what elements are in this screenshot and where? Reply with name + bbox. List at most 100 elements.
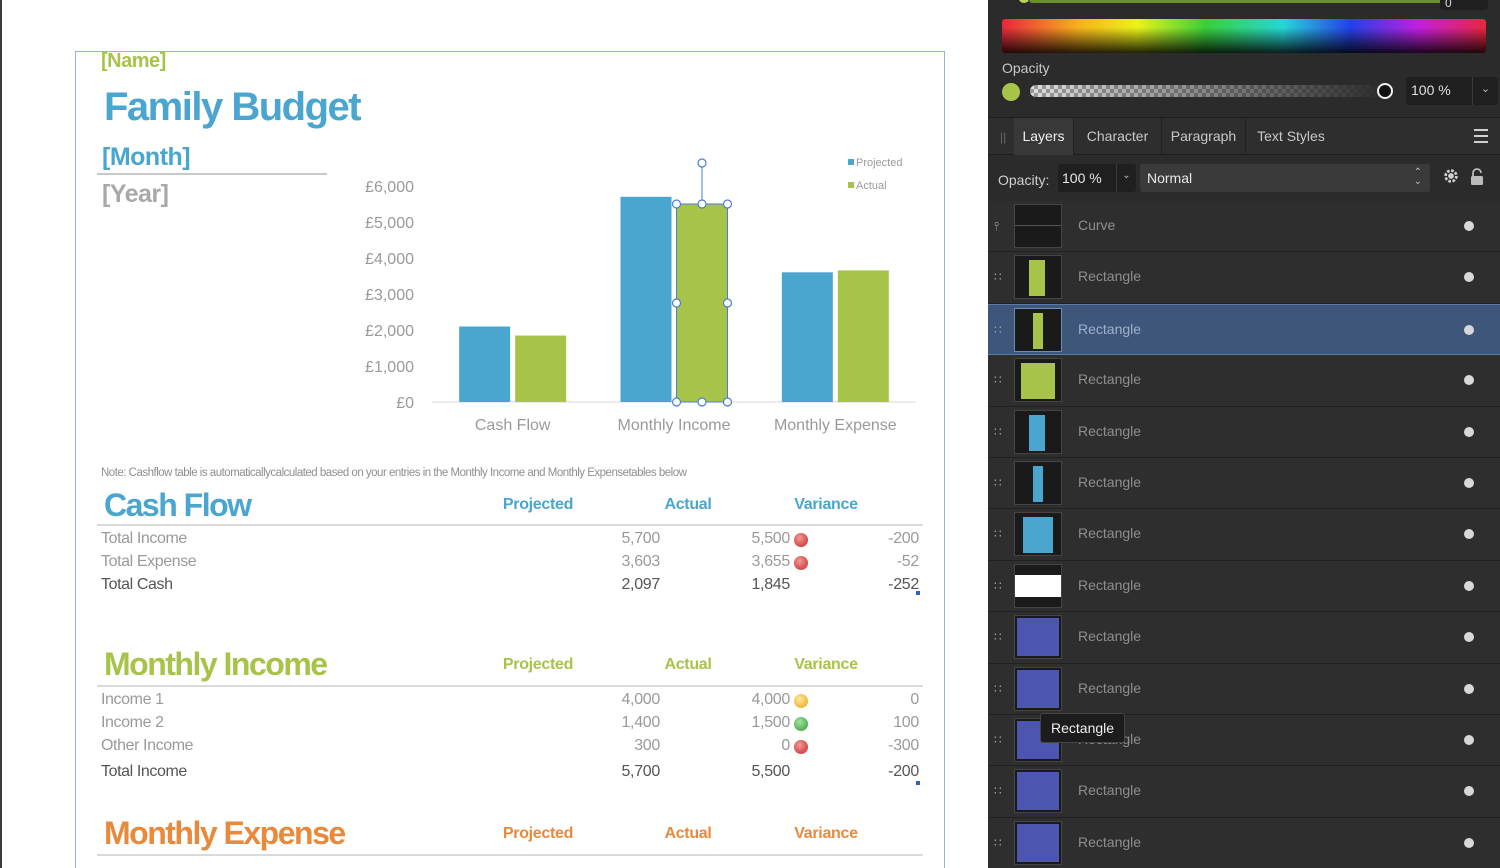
- layer-name[interactable]: Rectangle: [1078, 628, 1142, 645]
- y-tick-label: £0: [396, 395, 414, 412]
- bar-actual: [676, 204, 728, 402]
- monthly-expense-divider: [97, 854, 923, 856]
- cell-actual: 1,845: [751, 576, 790, 593]
- grip-icon[interactable]: ||: [1000, 130, 1007, 144]
- year-placeholder[interactable]: [Year]: [102, 180, 169, 208]
- visibility-toggle[interactable]: [1464, 580, 1474, 591]
- row-label: Income 2: [101, 714, 164, 731]
- layer-row[interactable]: ∷ Rectangle: [988, 560, 1500, 613]
- row-label: Other Income: [101, 737, 194, 754]
- layer-row[interactable]: ∷ Rectangle: [988, 509, 1500, 561]
- fill-color-swatch[interactable]: [1002, 83, 1020, 101]
- bar-projected: [459, 326, 511, 402]
- visibility-toggle[interactable]: [1464, 529, 1474, 540]
- budget-bar-chart[interactable]: £0 £1,000 £2,000 £3,000 £4,000 £5,000 £6,000 Ca…: [352, 150, 932, 455]
- layer-name[interactable]: Rectangle: [1078, 525, 1142, 542]
- shape-icon: ∷: [994, 784, 1002, 799]
- color-slider[interactable]: [1028, 0, 1448, 3]
- chevron-down-icon[interactable]: ⌄: [1116, 164, 1136, 192]
- color-slider-knob[interactable]: [1018, 0, 1030, 4]
- cell-projected: 4,000: [621, 691, 660, 708]
- shape-icon: ∷: [994, 630, 1002, 645]
- y-tick-label: £3,000: [365, 287, 414, 304]
- layer-row[interactable]: ∷ Rectangle: [988, 406, 1500, 458]
- layer-name[interactable]: Rectangle: [1078, 371, 1142, 388]
- text-frame-handle[interactable]: [916, 781, 920, 785]
- name-placeholder[interactable]: [Name]: [101, 50, 166, 72]
- opacity-slider-knob[interactable]: [1377, 83, 1393, 99]
- layer-row[interactable]: ∷ Rectangle: [988, 355, 1500, 407]
- gear-icon[interactable]: [1442, 167, 1460, 185]
- cashflow-note: Note: Cashflow table is automaticallycal…: [101, 467, 687, 479]
- blend-mode-value[interactable]: Normal: [1147, 170, 1193, 186]
- layer-row[interactable]: ∷ Rectangle: [988, 303, 1500, 356]
- y-tick-label: £6,000: [365, 179, 414, 196]
- layer-thumbnail: [1014, 307, 1062, 352]
- layer-thumbnail: [1014, 409, 1062, 454]
- visibility-toggle[interactable]: [1464, 734, 1474, 745]
- layer-row[interactable]: ⫯ Curve: [988, 201, 1500, 253]
- chevron-down-icon[interactable]: ⌄: [1472, 77, 1498, 105]
- layer-row[interactable]: ∷ Rectangle: [988, 766, 1500, 818]
- resize-handle: [671, 298, 682, 308]
- opacity-field[interactable]: 100 % ⌄: [1406, 77, 1498, 105]
- layer-name[interactable]: Rectangle: [1078, 473, 1142, 490]
- opacity-slider[interactable]: [1030, 85, 1386, 97]
- tab-paragraph[interactable]: Paragraph: [1162, 118, 1246, 155]
- blend-mode-select[interactable]: Normal ⌃ ⌄: [1140, 164, 1430, 192]
- layer-thumbnail: [1014, 769, 1062, 814]
- page-title[interactable]: Family Budget: [104, 85, 362, 129]
- layer-name[interactable]: Rectangle: [1078, 422, 1142, 439]
- layer-name[interactable]: Curve: [1078, 217, 1116, 233]
- layer-name[interactable]: Rectangle: [1078, 679, 1142, 696]
- layer-opacity-value[interactable]: 100 %: [1062, 170, 1102, 186]
- layer-opacity-field[interactable]: 100 % ⌄: [1058, 164, 1136, 192]
- visibility-toggle[interactable]: [1464, 324, 1474, 335]
- color-spectrum[interactable]: [1002, 19, 1486, 53]
- cell-variance: 100: [893, 714, 919, 731]
- cash-flow-title[interactable]: Cash Flow: [104, 487, 252, 523]
- shape-icon: ∷: [994, 424, 1002, 439]
- layer-row[interactable]: ∷ Rectangle: [988, 663, 1500, 715]
- monthly-income-title[interactable]: Monthly Income: [104, 646, 328, 682]
- thumbnail-shape: [1033, 312, 1043, 349]
- layers-list: ⫯ Curve ∷ Rectangle ∷ Rectangle ∷ Rectangle ∷ Rec…: [988, 201, 1500, 868]
- layer-tooltip: Rectangle: [1040, 713, 1126, 743]
- visibility-toggle[interactable]: [1464, 426, 1474, 437]
- layer-name[interactable]: Rectangle: [1078, 782, 1142, 799]
- layer-name[interactable]: Rectangle: [1078, 833, 1142, 850]
- visibility-toggle[interactable]: [1464, 375, 1474, 386]
- cell-variance: 0: [910, 691, 919, 708]
- thumbnail-shape: [1015, 574, 1061, 597]
- tab-character[interactable]: Character: [1074, 118, 1162, 155]
- visibility-toggle[interactable]: [1464, 837, 1474, 848]
- menu-icon[interactable]: [1474, 129, 1488, 147]
- layer-row[interactable]: ∷ Rectangle: [988, 817, 1500, 868]
- visibility-toggle[interactable]: [1464, 786, 1474, 797]
- text-frame-handle[interactable]: [916, 591, 920, 595]
- cell-projected: 5,700: [621, 763, 660, 780]
- layer-row[interactable]: ∷ Rectangle: [988, 612, 1500, 664]
- layer-name[interactable]: Rectangle: [1078, 576, 1142, 593]
- resize-handle: [697, 397, 707, 407]
- opacity-value[interactable]: 100 %: [1411, 82, 1451, 98]
- layer-row[interactable]: ∷ Rectangle: [988, 252, 1500, 304]
- cell-projected: 3,603: [621, 553, 660, 570]
- layer-name[interactable]: Rectangle: [1078, 268, 1142, 285]
- visibility-toggle[interactable]: [1464, 683, 1474, 694]
- visibility-toggle[interactable]: [1464, 632, 1474, 643]
- monthly-expense-title[interactable]: Monthly Expense: [104, 815, 346, 851]
- month-placeholder[interactable]: [Month]: [102, 143, 191, 171]
- visibility-toggle[interactable]: [1464, 221, 1474, 231]
- tab-text-styles[interactable]: Text Styles: [1257, 128, 1325, 144]
- color-value-field[interactable]: 0: [1440, 0, 1488, 10]
- document-canvas[interactable]: [Name] Family Budget [Month] [Year] £0 £1…: [0, 0, 988, 868]
- visibility-toggle[interactable]: [1464, 272, 1474, 283]
- x-tick-label: Cash Flow: [475, 417, 551, 434]
- layer-row[interactable]: ∷ Rectangle: [988, 457, 1500, 510]
- lock-icon[interactable]: [1470, 168, 1484, 186]
- layer-name[interactable]: Rectangle: [1078, 320, 1142, 337]
- tab-layers[interactable]: Layers: [1014, 118, 1074, 155]
- chart-svg: £0 £1,000 £2,000 £3,000 £4,000 £5,000 £6,000 Ca…: [365, 157, 916, 434]
- visibility-toggle[interactable]: [1464, 477, 1474, 488]
